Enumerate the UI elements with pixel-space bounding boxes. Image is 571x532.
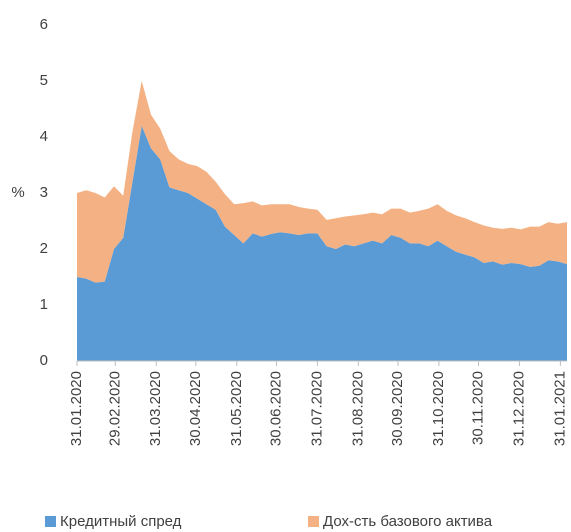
x-tick-label: 30.11.2020 — [469, 371, 486, 445]
area — [77, 81, 567, 283]
legend-label: Кредитный спред — [60, 513, 182, 530]
x-tick-label: 30.09.2020 — [389, 371, 406, 446]
x-tick-label: 31.01.2020 — [68, 371, 85, 446]
y-tick-label: 4 — [40, 128, 48, 145]
legend-label: Дох-сть базового актива — [323, 513, 493, 530]
area — [77, 125, 567, 361]
y-tick-label: 6 — [40, 16, 48, 33]
y-tick-label: 3 — [40, 184, 48, 201]
y-tick-label: 5 — [40, 72, 48, 89]
x-tick-label: 31.12.2020 — [510, 371, 527, 446]
x-tick-label: 31.05.2020 — [228, 371, 245, 446]
legend-swatch — [45, 516, 56, 527]
y-axis-label: % — [11, 184, 24, 201]
x-tick-label: 29.02.2020 — [106, 371, 123, 446]
x-tick-label: 31.03.2020 — [147, 371, 164, 446]
y-tick-label: 1 — [40, 296, 48, 313]
x-tick-label: 30.04.2020 — [187, 371, 204, 446]
x-tick-label: 31.10.2020 — [430, 371, 447, 446]
y-tick-label: 2 — [40, 240, 48, 257]
x-tick-label: 31.01.2021 — [551, 371, 568, 446]
x-tick-label: 31.07.2020 — [308, 371, 325, 446]
x-tick-label: 31.08.2020 — [349, 371, 366, 446]
legend-swatch — [308, 516, 319, 527]
x-tick-label: 30.06.2020 — [267, 371, 284, 446]
y-tick-label: 0 — [40, 352, 48, 369]
